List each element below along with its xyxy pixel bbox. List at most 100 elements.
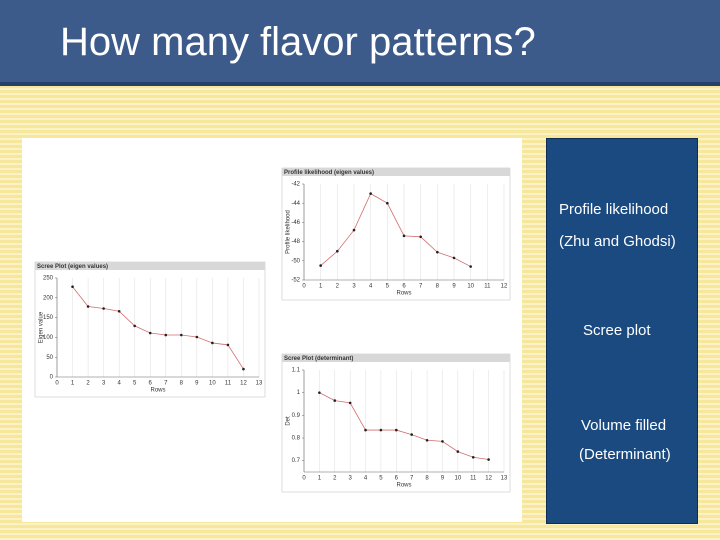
point xyxy=(402,234,406,238)
point xyxy=(410,433,413,436)
series-line xyxy=(72,286,244,370)
x-tick-label: 3 xyxy=(102,381,106,387)
y-tick-label: -44 xyxy=(291,201,300,207)
point xyxy=(386,201,389,205)
chart-header xyxy=(282,168,510,176)
point xyxy=(117,309,121,313)
x-tick-label: 13 xyxy=(501,476,508,482)
point xyxy=(148,331,152,335)
point xyxy=(86,305,90,308)
series-line xyxy=(319,392,489,460)
x-tick-label: 10 xyxy=(455,476,462,482)
x-axis-label: Rows xyxy=(396,291,411,297)
point xyxy=(226,343,230,347)
x-tick-label: 1 xyxy=(71,381,75,387)
x-tick-label: 8 xyxy=(180,381,184,387)
point xyxy=(102,307,105,310)
point xyxy=(487,458,490,461)
x-tick-label: 9 xyxy=(195,381,199,387)
x-tick-label: 9 xyxy=(452,284,456,290)
y-tick-label: 250 xyxy=(43,276,54,282)
slide-title: How many flavor patterns? xyxy=(60,20,536,64)
y-axis-label: Det xyxy=(286,416,292,426)
series-line xyxy=(320,193,471,267)
y-tick-label: 200 xyxy=(43,295,54,301)
x-tick-label: 4 xyxy=(364,476,368,482)
x-axis-label: Rows xyxy=(150,388,165,394)
y-tick-label: -48 xyxy=(291,239,300,245)
chart-frame xyxy=(281,167,511,301)
y-tick-label: 100 xyxy=(43,335,54,341)
x-tick-label: 11 xyxy=(225,381,232,387)
panel-text: Scree plot xyxy=(583,322,651,339)
x-tick-label: 1 xyxy=(319,284,323,290)
chart-title: Scree Plot (determinant) xyxy=(284,356,353,362)
x-tick-label: 6 xyxy=(149,381,153,387)
y-tick-label: 0.9 xyxy=(292,413,301,419)
point xyxy=(319,264,322,267)
x-tick-label: 12 xyxy=(240,381,247,387)
chart-title: Scree Plot (eigen values) xyxy=(37,264,108,270)
x-tick-label: 10 xyxy=(467,284,474,290)
x-tick-label: 0 xyxy=(55,381,59,387)
x-tick-label: 4 xyxy=(369,284,373,290)
x-tick-label: 0 xyxy=(302,476,306,482)
point xyxy=(469,265,472,268)
point xyxy=(419,235,422,239)
chart-header xyxy=(35,262,265,270)
y-tick-label: 0.8 xyxy=(292,436,301,442)
chart-frame xyxy=(281,353,511,493)
panel-text: (Zhu and Ghodsi) xyxy=(559,233,676,250)
y-tick-label: -52 xyxy=(291,278,300,284)
point xyxy=(180,333,183,337)
point xyxy=(456,450,460,453)
point xyxy=(425,438,429,442)
x-tick-label: 5 xyxy=(379,476,383,482)
x-tick-label: 0 xyxy=(302,284,306,290)
chart-title: Profile likelihood (eigen values) xyxy=(284,170,374,176)
side-panel: Profile likelihood (Zhu and Ghodsi) Scre… xyxy=(546,138,698,524)
x-tick-label: 6 xyxy=(402,284,406,290)
x-tick-label: 1 xyxy=(318,476,322,482)
x-axis-label: Rows xyxy=(396,483,411,489)
x-tick-label: 10 xyxy=(209,381,216,387)
y-tick-label: 0.7 xyxy=(292,458,301,464)
x-tick-label: 2 xyxy=(336,284,340,290)
x-tick-label: 9 xyxy=(441,476,445,482)
point xyxy=(133,324,136,328)
y-tick-label: 50 xyxy=(46,355,53,361)
x-tick-label: 11 xyxy=(470,476,477,482)
x-tick-label: 7 xyxy=(419,284,423,290)
point xyxy=(318,391,321,394)
point xyxy=(441,440,444,443)
x-tick-label: 8 xyxy=(425,476,429,482)
x-tick-label: 8 xyxy=(436,284,440,290)
y-axis-label: Eigen value xyxy=(39,311,45,343)
x-tick-label: 2 xyxy=(333,476,337,482)
title-bar: How many flavor patterns? xyxy=(0,0,720,86)
x-tick-label: 7 xyxy=(410,476,414,482)
x-tick-label: 12 xyxy=(501,284,508,290)
x-tick-label: 7 xyxy=(164,381,168,387)
point xyxy=(452,256,456,260)
point xyxy=(436,250,439,254)
point xyxy=(364,428,367,432)
y-tick-label: 1.1 xyxy=(292,368,301,374)
point xyxy=(242,367,245,371)
panel-text: (Determinant) xyxy=(579,446,671,463)
y-tick-label: 0 xyxy=(50,375,54,381)
x-tick-label: 6 xyxy=(395,476,399,482)
y-tick-label: 150 xyxy=(43,315,54,321)
y-tick-label: -46 xyxy=(291,220,300,226)
y-tick-label: 1 xyxy=(297,390,301,396)
point xyxy=(379,428,383,432)
x-tick-label: 3 xyxy=(348,476,352,482)
x-tick-label: 4 xyxy=(117,381,121,387)
point xyxy=(336,249,339,253)
point xyxy=(211,341,214,345)
point xyxy=(352,228,356,232)
y-tick-label: -42 xyxy=(291,182,300,188)
x-tick-label: 5 xyxy=(386,284,390,290)
point xyxy=(164,333,168,337)
